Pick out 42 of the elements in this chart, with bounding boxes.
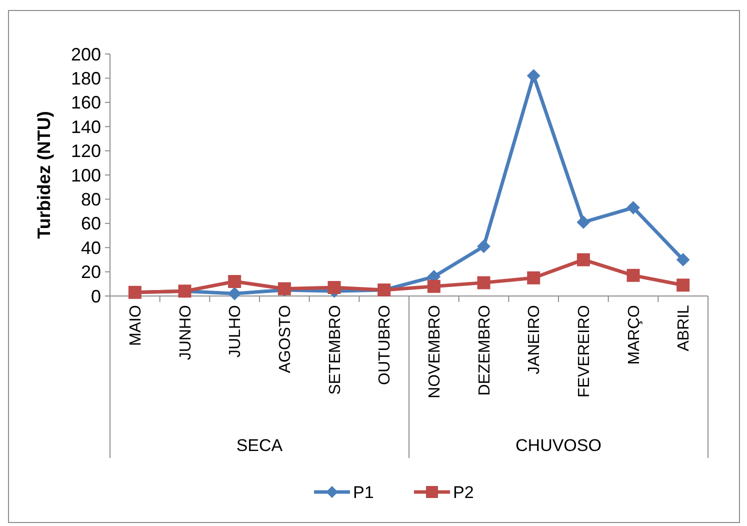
legend-label: P2: [453, 482, 474, 502]
point: [328, 281, 341, 294]
y-axis-title: Turbidez (NTU): [34, 111, 54, 239]
x-tick-label: JUNHO: [177, 305, 194, 360]
y-tick-label: 120: [70, 141, 101, 162]
y-tick-label: 80: [80, 190, 101, 210]
y-tick-label: 140: [70, 116, 101, 137]
point: [527, 271, 540, 284]
x-tick-label: ABRIL: [676, 304, 693, 352]
y-tick-label: 160: [70, 92, 101, 113]
point: [626, 201, 640, 214]
point: [427, 280, 440, 293]
x-tick-label: MARÇO: [626, 305, 643, 365]
point: [527, 69, 540, 82]
x-tick-label: SETEMBRO: [326, 305, 344, 395]
x-tick-label: JULHO: [227, 305, 244, 358]
y-tick-label: 200: [70, 44, 101, 64]
point: [676, 253, 690, 266]
point: [228, 274, 242, 288]
x-tick-label: DEZEMBRO: [476, 305, 494, 396]
point: [626, 268, 640, 282]
x-tick-label: MAIO: [128, 305, 145, 346]
text: CHUVOSO: [516, 436, 602, 455]
text: SECA: [236, 436, 284, 455]
x-tick-label: OUTUBRO: [376, 305, 394, 385]
point: [228, 287, 242, 300]
y-tick-label: 20: [80, 262, 101, 282]
x-tick-label: NOVEMBRO: [426, 305, 444, 398]
point: [477, 276, 490, 290]
x-tick-label: JANEIRO: [526, 305, 544, 374]
legend-label: P1: [353, 482, 374, 502]
y-tick-label: 0: [90, 286, 101, 306]
y-tick-label: 60: [80, 214, 101, 234]
x-tick-label: AGOSTO: [277, 305, 294, 374]
x-tick-label: FEVEREIRO: [576, 305, 594, 398]
y-tick-label: 40: [80, 238, 101, 258]
y-tick-label: 180: [70, 68, 101, 88]
point: [576, 216, 590, 229]
y-tick-label: 100: [70, 165, 101, 186]
point: [477, 240, 490, 253]
point: [676, 278, 690, 292]
point: [576, 253, 590, 266]
